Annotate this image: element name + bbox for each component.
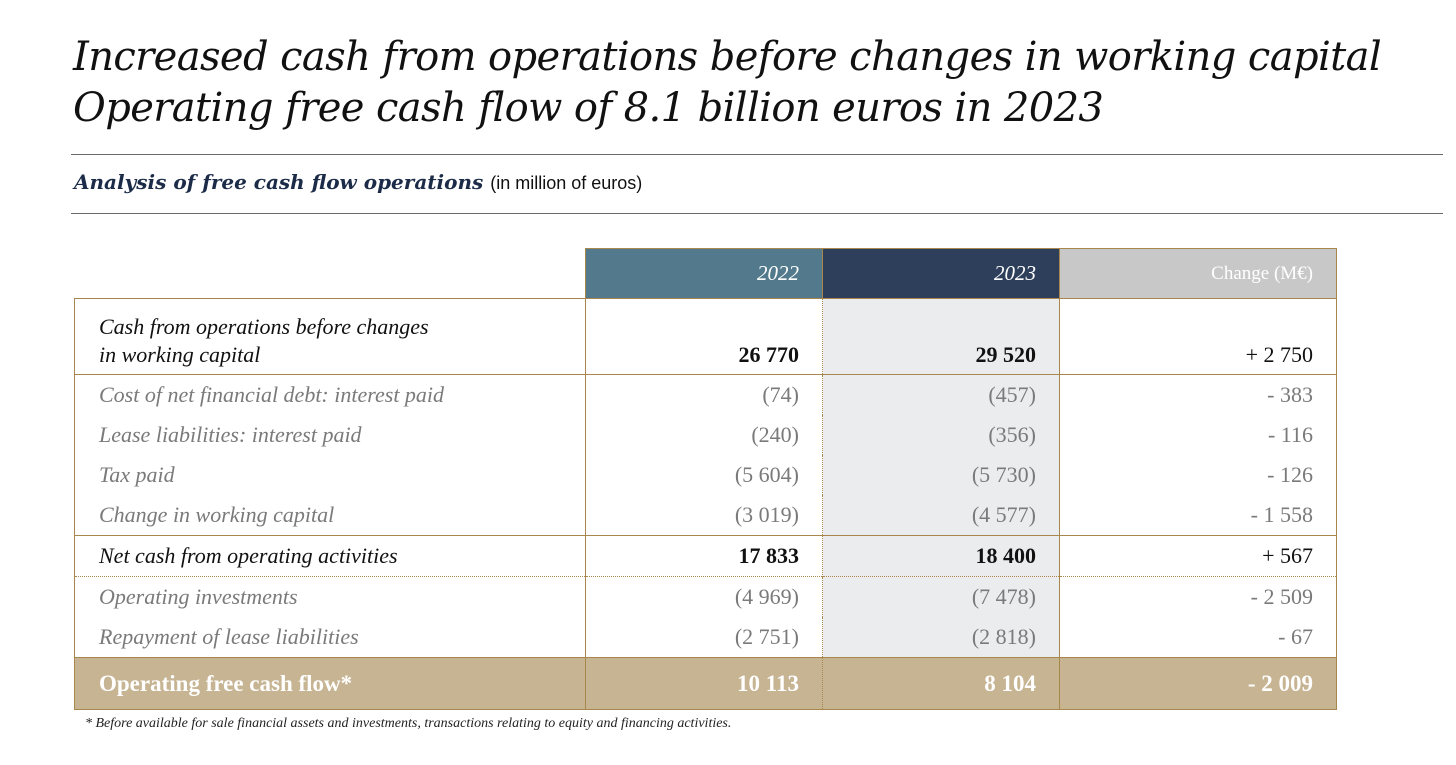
top-divider bbox=[71, 154, 1443, 155]
value-2023: 8 104 bbox=[822, 657, 1060, 710]
value-change: - 2 509 bbox=[1059, 576, 1337, 617]
row-label: Lease liabilities: interest paid bbox=[74, 415, 586, 455]
table-row: Repayment of lease liabilities (2 751) (… bbox=[74, 617, 1337, 658]
title-line-2: Operating free cash flow of 8.1 billion … bbox=[73, 85, 1104, 131]
value-change: - 67 bbox=[1059, 617, 1337, 658]
header-blank-cell bbox=[74, 248, 586, 299]
total-row: Operating free cash flow* 10 113 8 104 -… bbox=[74, 657, 1337, 710]
section-subtitle: Analysis of free cash flow operations (i… bbox=[74, 170, 642, 194]
header-2023: 2023 bbox=[822, 248, 1060, 299]
page-title: Increased cash from operations before ch… bbox=[73, 32, 1382, 134]
table-row: Cash from operations before changes in w… bbox=[74, 298, 1337, 375]
value-2022: (74) bbox=[585, 374, 823, 415]
table-header-row: 2022 2023 Change (M€) bbox=[74, 248, 1337, 299]
value-2023: 18 400 bbox=[822, 535, 1060, 577]
value-2023: (356) bbox=[822, 415, 1060, 455]
footnote: * Before available for sale financial as… bbox=[85, 716, 732, 731]
subtitle-main: Analysis of free cash flow operations bbox=[74, 170, 484, 194]
table-row: Operating investments (4 969) (7 478) - … bbox=[74, 576, 1337, 617]
value-change: - 126 bbox=[1059, 455, 1337, 495]
table-row: Cost of net financial debt: interest pai… bbox=[74, 374, 1337, 415]
value-change: - 1 558 bbox=[1059, 495, 1337, 536]
table-row: Change in working capital (3 019) (4 577… bbox=[74, 495, 1337, 536]
value-change: - 383 bbox=[1059, 374, 1337, 415]
value-change: + 567 bbox=[1059, 535, 1337, 577]
value-2022: 26 770 bbox=[585, 298, 823, 375]
value-2023: (457) bbox=[822, 374, 1060, 415]
header-2022: 2022 bbox=[585, 248, 823, 299]
row-label-line-1: Cash from operations before changes bbox=[99, 314, 429, 339]
row-label: Cost of net financial debt: interest pai… bbox=[74, 374, 586, 415]
subtitle-divider bbox=[71, 213, 1443, 214]
value-2022: (2 751) bbox=[585, 617, 823, 658]
free-cash-flow-table: 2022 2023 Change (M€) Cash from operatio… bbox=[74, 248, 1337, 710]
row-label: Repayment of lease liabilities bbox=[74, 617, 586, 658]
title-line-1: Increased cash from operations before ch… bbox=[73, 34, 1382, 80]
value-change: - 116 bbox=[1059, 415, 1337, 455]
value-2022: 10 113 bbox=[585, 657, 823, 710]
value-2022: (4 969) bbox=[585, 576, 823, 617]
row-label: Operating investments bbox=[74, 576, 586, 617]
row-label: Cash from operations before changes in w… bbox=[74, 298, 586, 375]
value-change: - 2 009 bbox=[1059, 657, 1337, 710]
value-2023: (5 730) bbox=[822, 455, 1060, 495]
header-change: Change (M€) bbox=[1059, 248, 1337, 299]
value-2023: (2 818) bbox=[822, 617, 1060, 658]
value-change: + 2 750 bbox=[1059, 298, 1337, 375]
row-label: Change in working capital bbox=[74, 495, 586, 536]
value-2023: (4 577) bbox=[822, 495, 1060, 536]
value-2022: 17 833 bbox=[585, 535, 823, 577]
table-row: Lease liabilities: interest paid (240) (… bbox=[74, 415, 1337, 455]
value-2023: (7 478) bbox=[822, 576, 1060, 617]
row-label-line-2: in working capital bbox=[99, 342, 261, 367]
subtitle-unit: (in million of euros) bbox=[490, 173, 643, 193]
row-label: Operating free cash flow* bbox=[74, 657, 586, 710]
table-row: Net cash from operating activities 17 83… bbox=[74, 535, 1337, 577]
value-2022: (5 604) bbox=[585, 455, 823, 495]
value-2022: (3 019) bbox=[585, 495, 823, 536]
value-2023: 29 520 bbox=[822, 298, 1060, 375]
row-label: Net cash from operating activities bbox=[74, 535, 586, 577]
table-row: Tax paid (5 604) (5 730) - 126 bbox=[74, 455, 1337, 495]
row-label: Tax paid bbox=[74, 455, 586, 495]
value-2022: (240) bbox=[585, 415, 823, 455]
